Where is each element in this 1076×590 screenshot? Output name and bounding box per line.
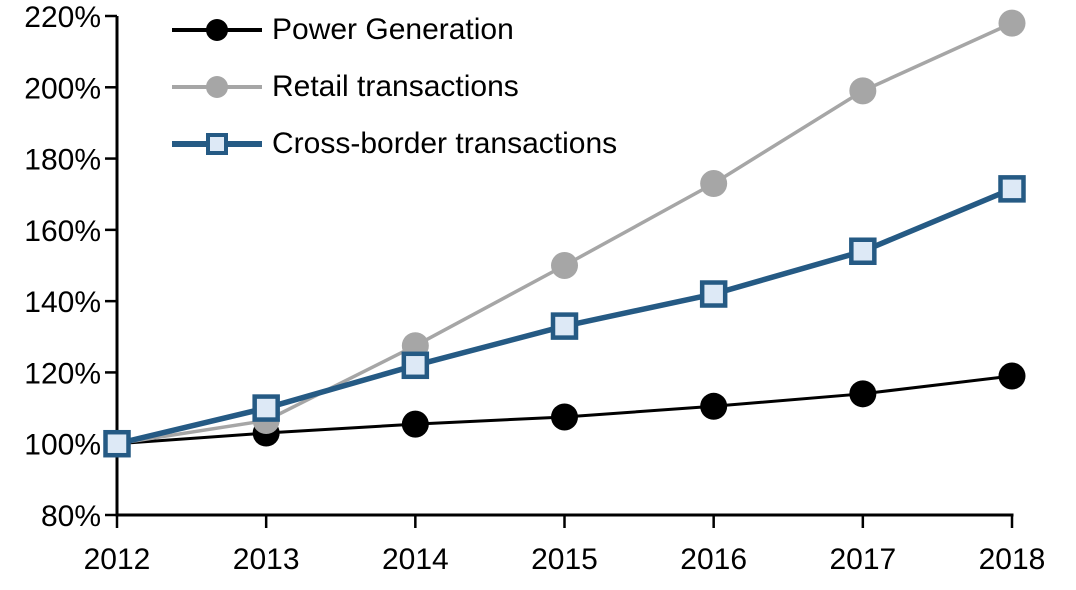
svg-text:2018: 2018	[979, 543, 1046, 576]
legend-label: Retail transactions	[272, 70, 519, 103]
legend-label: Cross-border transactions	[272, 127, 618, 160]
svg-text:120%: 120%	[24, 357, 101, 390]
svg-text:2017: 2017	[829, 543, 896, 576]
svg-text:80%: 80%	[41, 500, 101, 533]
svg-text:160%: 160%	[24, 215, 101, 248]
svg-text:2015: 2015	[531, 543, 598, 576]
svg-text:2012: 2012	[84, 543, 151, 576]
line-circle-marker-icon	[172, 76, 262, 98]
legend-item-power-generation: Power Generation	[172, 15, 617, 45]
svg-text:220%: 220%	[24, 1, 101, 34]
svg-text:2013: 2013	[233, 543, 300, 576]
svg-text:140%: 140%	[24, 286, 101, 319]
svg-text:2016: 2016	[680, 543, 747, 576]
svg-text:2014: 2014	[382, 543, 449, 576]
line-square-marker-icon	[172, 133, 262, 155]
svg-text:180%: 180%	[24, 144, 101, 177]
legend: Power Generation Retail transactions Cro…	[172, 15, 617, 186]
line-circle-marker-icon	[172, 19, 262, 41]
legend-item-retail-transactions: Retail transactions	[172, 72, 617, 102]
svg-text:200%: 200%	[24, 72, 101, 105]
legend-label: Power Generation	[272, 13, 514, 46]
svg-text:100%: 100%	[24, 429, 101, 462]
legend-item-cross-border-transactions: Cross-border transactions	[172, 129, 617, 159]
